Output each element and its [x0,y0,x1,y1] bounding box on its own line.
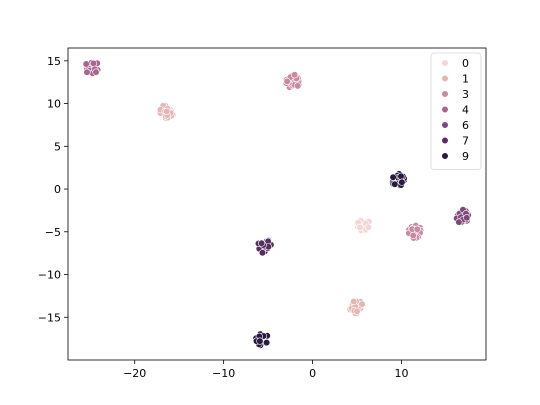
data-point [294,82,302,90]
cluster-3-1 [405,222,425,242]
legend-marker [441,121,449,129]
legend-label: 3 [462,88,469,101]
data-point [256,337,264,345]
cluster-0-0 [353,217,373,234]
legend: 0 1 3 4 6 7 9 [430,52,482,170]
data-point [291,71,299,79]
y-tick-label: −5 [45,226,61,239]
data-point [163,107,171,115]
legend-item-3: 3 [441,88,469,101]
x-tick-label: −20 [123,367,146,380]
cluster-7-0 [254,236,275,257]
cluster-1-1 [156,101,177,122]
x-tick-label: 10 [395,367,409,380]
data-point [89,59,98,68]
cluster-9-1 [389,170,408,189]
data-point [358,300,366,308]
data-point [409,231,417,240]
cluster-4-0 [82,59,102,77]
legend-item-9: 9 [441,150,469,163]
legend-item-7: 7 [441,135,469,148]
data-point [82,60,90,68]
data-point [398,178,406,186]
x-axis: −20 −10 0 10 [123,360,409,380]
legend-marker [441,59,449,67]
legend-item-4: 4 [441,104,469,117]
legend-item-6: 6 [441,119,469,132]
cluster-1-0 [346,297,366,318]
legend-marker [441,105,449,114]
cluster-3-0 [282,71,303,91]
data-point [413,225,421,233]
legend-label: 1 [462,73,469,86]
legend-marker [441,152,449,160]
data-point [258,249,267,257]
data-point [356,223,364,231]
y-axis: −15 −10 −5 0 5 10 15 [38,55,68,324]
y-tick-label: −15 [38,311,61,324]
y-tick-label: 5 [54,140,61,153]
data-point [258,239,266,247]
y-tick-label: 0 [54,183,61,196]
legend-label: 9 [462,150,469,163]
legend-item-1: 1 [441,73,469,86]
legend-marker [441,136,449,145]
y-tick-label: 10 [47,98,61,111]
x-tick-label: 0 [309,367,316,380]
data-point [263,339,271,347]
legend-label: 0 [462,57,469,70]
data-point [283,77,291,85]
data-point [364,223,372,231]
data-point [353,307,361,315]
y-tick-label: −10 [38,269,61,282]
cluster-9-0 [252,330,271,349]
data-point [397,172,405,180]
legend-marker [441,74,449,83]
legend-item-0: 0 [441,57,469,70]
points-layer [82,59,472,349]
data-point [92,68,100,76]
axes-frame [67,47,487,361]
legend-label: 4 [462,104,469,117]
data-point [83,68,91,76]
data-point [391,180,399,188]
legend-box [430,52,482,170]
x-tick-label: −10 [212,367,235,380]
data-point [350,297,358,306]
cluster-6-0 [453,206,472,226]
data-point [455,218,463,226]
data-point [389,173,397,181]
data-point [463,214,471,222]
y-tick-label: 15 [47,55,61,68]
legend-label: 7 [462,135,469,148]
legend-label: 6 [462,119,469,132]
legend-marker [441,90,449,98]
